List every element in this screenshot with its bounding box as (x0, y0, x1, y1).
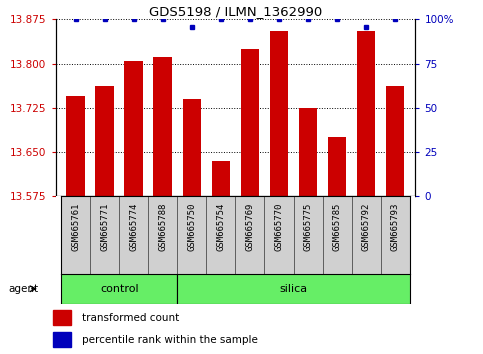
Text: GSM665793: GSM665793 (391, 203, 399, 251)
Text: transformed count: transformed count (82, 313, 179, 323)
Text: GSM665750: GSM665750 (187, 203, 197, 251)
Bar (236, 196, 265, 274)
Text: GSM665754: GSM665754 (216, 203, 226, 251)
Bar (385, 86, 404, 196)
Text: GSM665785: GSM665785 (332, 203, 341, 251)
Bar (53, 310, 71, 325)
Bar (356, 31, 375, 196)
Text: GSM665788: GSM665788 (158, 203, 168, 251)
Bar (61, 196, 90, 274)
Bar (148, 196, 177, 274)
Bar (212, 161, 230, 196)
Bar (381, 196, 410, 274)
Bar (294, 196, 323, 274)
Bar (270, 31, 288, 196)
Text: agent: agent (8, 284, 39, 294)
Bar (183, 99, 201, 196)
Text: control: control (100, 284, 139, 295)
Text: silica: silica (280, 284, 308, 295)
Bar (61, 274, 177, 304)
Text: GSM665770: GSM665770 (274, 203, 284, 251)
Text: GSM665769: GSM665769 (245, 203, 255, 251)
Bar (241, 49, 259, 196)
Bar (265, 196, 294, 274)
Text: GSM665774: GSM665774 (129, 203, 139, 251)
Bar (206, 196, 236, 274)
Bar (177, 196, 206, 274)
Bar (90, 196, 119, 274)
Bar (53, 332, 71, 347)
Bar (125, 61, 143, 196)
Bar (154, 57, 172, 196)
Bar (177, 274, 410, 304)
Text: GSM665775: GSM665775 (303, 203, 313, 251)
Bar (298, 108, 317, 196)
Title: GDS5198 / ILMN_1362990: GDS5198 / ILMN_1362990 (149, 5, 322, 18)
Bar (323, 196, 352, 274)
Bar (119, 196, 148, 274)
Bar (96, 86, 114, 196)
Text: GSM665771: GSM665771 (100, 203, 109, 251)
Text: percentile rank within the sample: percentile rank within the sample (82, 335, 258, 345)
Text: GSM665792: GSM665792 (362, 203, 370, 251)
Text: GSM665761: GSM665761 (71, 203, 80, 251)
Bar (410, 196, 415, 274)
Bar (56, 196, 61, 274)
Bar (327, 137, 346, 196)
Bar (67, 96, 85, 196)
Bar (352, 196, 381, 274)
